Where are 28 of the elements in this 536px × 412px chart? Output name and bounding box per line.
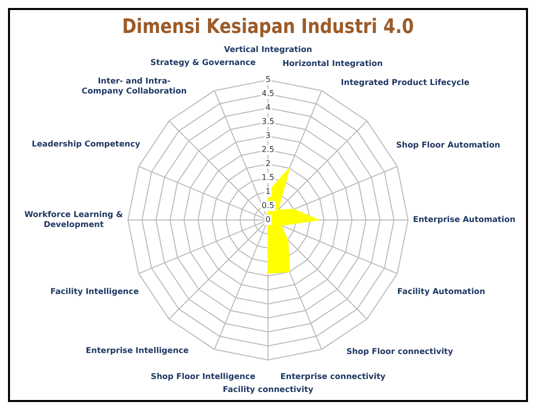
y-tick-label: 0 [265, 215, 271, 224]
spoke-label: Facility Automation [397, 286, 486, 296]
y-tick-label: 2 [265, 159, 271, 168]
y-tick-label: 0.5 [262, 201, 274, 210]
chart-title: Dimensi Kesiapan Industri 4.0 [122, 16, 414, 39]
spoke-label: Enterprise Automation [412, 215, 516, 224]
y-tick-label: 1.5 [262, 173, 274, 182]
spoke-label: Shop Floor connectivity [346, 346, 454, 356]
spoke-label: Enterprise Intelligence [86, 346, 190, 355]
y-tick-label: 3.5 [262, 117, 274, 126]
spoke-label: Inter- and Intra- Company Collaboration [82, 76, 188, 96]
y-tick-label: 2.5 [262, 145, 274, 154]
spoke-label: Integrated Product Lifecycle [340, 78, 470, 87]
spoke-label: Strategy & Governance [150, 58, 256, 68]
spoke-label: Facility Intelligence [50, 286, 140, 296]
spoke-label: Shop Floor Intelligence [150, 372, 256, 381]
spoke-label: Leadership Competency [32, 140, 141, 149]
spoke-label: Shop Floor Automation [396, 140, 501, 150]
spoke-label: Horizontal Integration [282, 59, 384, 68]
y-tick-label: 5 [265, 75, 271, 84]
spoke-label: Enterprise connectivity [280, 372, 386, 381]
spoke-label: Vertical Integration [224, 45, 312, 54]
spoke-label: Facility connectivity [222, 385, 314, 394]
y-tick-label: 4 [265, 103, 271, 112]
y-tick-label: 4.5 [262, 89, 274, 98]
spoke-label: Workforce Learning & Development [24, 210, 124, 230]
y-tick-label: 1 [265, 187, 271, 196]
y-tick-label: 3 [265, 131, 271, 140]
